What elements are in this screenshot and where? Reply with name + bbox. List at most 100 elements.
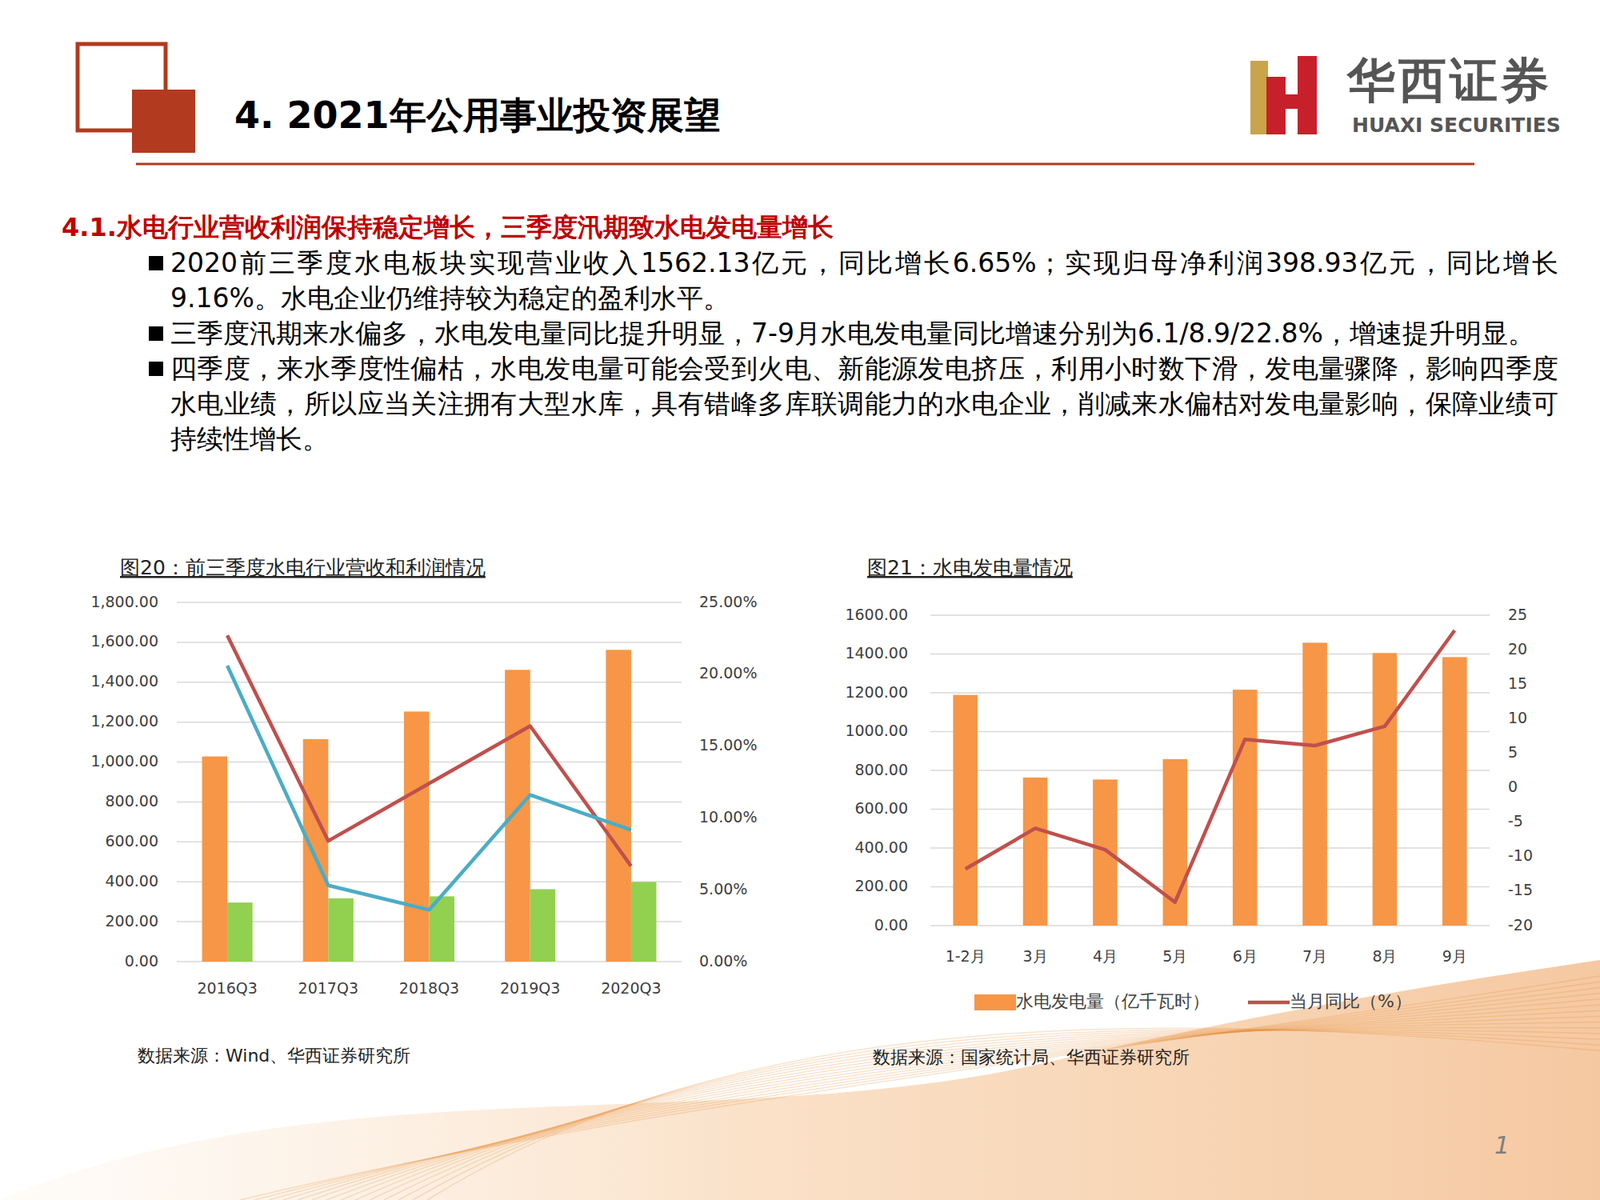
logo-emblem [1266,94,1317,109]
y-tick-label: 600.00 [105,832,159,850]
x-tick-label: 9月 [1442,947,1468,965]
y2-tick-label: -15 [1508,880,1533,899]
grid-line [176,601,682,604]
x-tick-label: 7月 [1302,947,1328,965]
source-note: 数据来源：国家统计局、华西证券研究所 [872,1047,1190,1068]
wave-line [412,1029,1600,1200]
header-decoration [77,44,1475,164]
y-tick-label: 400.00 [105,872,159,890]
y-tick-label: 200.00 [855,876,908,895]
grid-line [930,653,1490,656]
wave-line [340,1016,1600,1200]
legend-label: 当月同比（%） [1289,991,1412,1012]
bullet-text: 四季度，来水季度性偏枯，水电发电量可能会受到火电、新能源发电挤压，利用小时数下滑… [170,352,1559,455]
line [227,635,632,866]
wave-line [268,987,1600,1200]
wave-line [254,981,1600,1200]
grid-line [930,614,1490,616]
bar [303,739,329,962]
y2-tick-label: 0.00% [699,952,748,970]
wave-line [384,1029,1600,1200]
x-tick-label: 5月 [1162,947,1188,965]
x-tick-label: 1-2月 [945,947,986,965]
y2-tick-label: 15 [1508,674,1528,692]
bar [1092,779,1118,926]
wave-line [369,1027,1600,1200]
plot-area [952,630,1467,926]
logo-text: 华西证券 [1347,54,1552,108]
y-tick-label: 1,000.00 [90,752,159,770]
wave-line [398,1030,1600,1200]
bullet-marker [148,256,164,271]
deco-square [132,89,196,153]
bar [202,756,228,962]
y2-tick-label: 0 [1508,777,1518,796]
y-tick-label: 0.00 [124,952,159,970]
y2-tick-label: -20 [1508,916,1533,934]
y-tick-label: 1,200.00 [90,712,159,730]
bullet-item: 三季度汛期来水偏多，水电发电量同比提升明显，7-9月水电发电量同比增速分别为6.… [170,316,1559,352]
x-tick-label: 2017Q3 [298,979,359,997]
section-title: 4.1.水电行业营收利润保持稳定增长，三季度汛期致水电发电量增长 [61,211,834,244]
y2-tick-label: 20 [1508,640,1528,658]
grid-line [176,641,682,644]
logo-emblem [1250,60,1268,135]
wave-line [240,976,1600,1200]
y-tick-label: 1,400.00 [90,672,159,690]
y2-tick-label: 5 [1508,743,1518,761]
bullet-list: 2020前三季度水电板块实现营业收入1562.13亿元，同比增长6.65%；实现… [170,245,1559,457]
legend-label: 水电发电量（亿千瓦时） [1016,991,1210,1012]
y2-tick-label: -5 [1508,812,1524,830]
chart-title: 图20：前三季度水电行业营收和利润情况 [120,556,486,580]
source-note: 数据来源：Wind、华西证券研究所 [137,1045,411,1066]
bar [1232,689,1258,926]
wave-line [283,993,1600,1200]
bar [952,695,978,926]
y-tick-label: 800.00 [855,760,908,779]
bar [530,888,556,962]
x-tick-label: 2020Q3 [600,979,661,997]
x-tick-label: 2016Q3 [196,979,257,997]
bar [404,711,430,962]
y2-tick-label: 25 [1508,605,1528,624]
page-title: 4. 2021年公用事业投资展望 [234,94,721,136]
y-tick-label: 1000.00 [844,721,908,740]
y-tick-label: 1400.00 [844,644,908,662]
x-tick-label: 8月 [1372,947,1397,965]
bar [227,902,253,962]
plot-area [202,635,657,962]
line [965,630,1456,903]
y-tick-label: 400.00 [855,838,908,856]
x-tick-label: 3月 [1023,947,1048,965]
bullet-item: 四季度，来水季度性偏枯，水电发电量可能会受到火电、新能源发电挤压，利用小时数下滑… [170,351,1559,457]
x-tick-label: 6月 [1232,947,1258,965]
wave-line [355,1022,1600,1200]
y-tick-label: 1,600.00 [90,632,159,650]
logo-text: HUAXI SECURITIES [1352,113,1561,138]
y-tick-label: 1600.00 [844,605,908,624]
legend: 水电发电量（亿千瓦时） 当月同比（%） [974,991,1412,1012]
wave-line [326,1010,1600,1200]
chart: 图21：水电发电量情况 0.00 200.00 400.00 600.00 800.00 1… [844,556,1533,1068]
y2-tick-label: 20.00% [699,664,757,682]
y-tick-label: 600.00 [855,799,908,817]
chart-title: 图21：水电发电量情况 [867,556,1073,580]
y2-tick-label: 10.00% [699,808,757,826]
bullet-text: 2020前三季度水电板块实现营业收入1562.13亿元，同比增长6.65%；实现… [170,247,1559,314]
bar [1372,652,1398,926]
grid-line [930,769,1490,772]
bullet-text: 三季度汛期来水偏多，水电发电量同比提升明显，7-9月水电发电量同比增速分别为6.… [170,317,1535,349]
grid-line [930,847,1490,849]
bar [1023,777,1048,926]
grid-line [930,731,1490,733]
bar [328,898,354,962]
y2-tick-label: -10 [1508,846,1533,864]
chart: 图20：前三季度水电行业营收和利润情况0.00200.00400.00600.0… [90,556,757,1066]
y-tick-label: 0.00 [874,916,908,934]
wave-line [312,1004,1600,1200]
grid-line [930,692,1490,694]
grid-line [930,808,1490,811]
bar [1302,642,1328,926]
legend-swatch [974,994,1016,1011]
bullet-marker [148,326,164,341]
